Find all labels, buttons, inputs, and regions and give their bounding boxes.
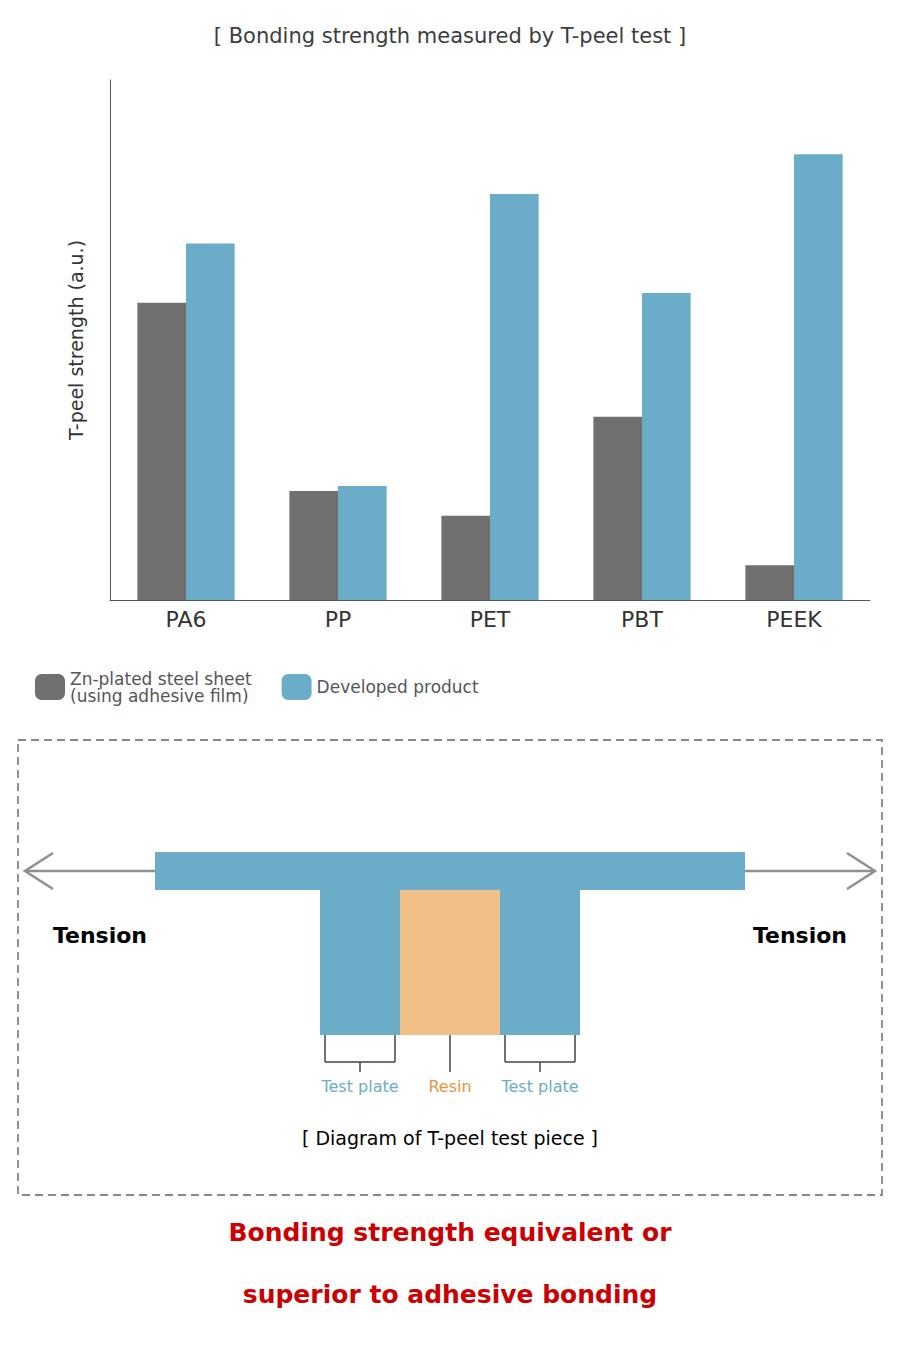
svg-text:[ Diagram of T-peel test piece: [ Diagram of T-peel test piece ] — [302, 1127, 598, 1149]
svg-text:superior to adhesive bonding: superior to adhesive bonding — [243, 1280, 657, 1309]
svg-text:T-peel strength (a.u.): T-peel strength (a.u.) — [65, 240, 87, 441]
svg-text:Bonding strength equivalent or: Bonding strength equivalent or — [228, 1218, 672, 1247]
svg-text:PA6: PA6 — [166, 607, 207, 632]
svg-text:PET: PET — [470, 607, 511, 632]
svg-text:Developed product: Developed product — [317, 677, 479, 697]
svg-text:PBT: PBT — [621, 607, 663, 632]
svg-text:PEEK: PEEK — [766, 607, 822, 632]
svg-text:Resin: Resin — [428, 1077, 471, 1096]
svg-text:Zn-plated steel sheet: Zn-plated steel sheet — [70, 668, 252, 689]
svg-text:Tension: Tension — [753, 923, 847, 948]
svg-text:(using adhesive film): (using adhesive film) — [70, 686, 249, 706]
svg-text:[ Bonding strength measured by: [ Bonding strength measured by T-peel te… — [214, 24, 686, 48]
svg-text:PP: PP — [325, 607, 352, 632]
svg-text:Test plate: Test plate — [320, 1077, 398, 1096]
svg-text:Test plate: Test plate — [500, 1077, 578, 1096]
svg-text:Tension: Tension — [53, 923, 147, 948]
